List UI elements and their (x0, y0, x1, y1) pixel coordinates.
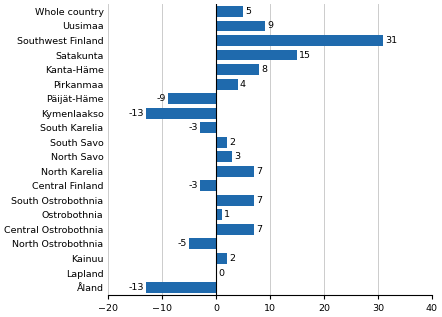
Text: 7: 7 (256, 167, 262, 176)
Text: -3: -3 (188, 181, 198, 190)
Bar (216, 49, 297, 61)
Bar (216, 64, 259, 75)
Text: 2: 2 (229, 254, 235, 263)
Bar (168, 93, 216, 104)
Bar (216, 195, 254, 206)
Text: 2: 2 (229, 138, 235, 147)
Bar (146, 108, 216, 119)
Bar (200, 122, 216, 133)
Text: -5: -5 (178, 239, 187, 249)
Bar (216, 79, 238, 89)
Bar (189, 238, 216, 249)
Bar (216, 224, 254, 235)
Text: 15: 15 (299, 50, 311, 60)
Bar (146, 282, 216, 293)
Bar (216, 137, 227, 148)
Bar (216, 151, 232, 162)
Text: 1: 1 (224, 210, 230, 219)
Text: -13: -13 (129, 283, 144, 292)
Text: 0: 0 (218, 268, 225, 277)
Text: 8: 8 (262, 65, 267, 74)
Text: 7: 7 (256, 196, 262, 205)
Text: 9: 9 (267, 22, 273, 30)
Text: -9: -9 (156, 94, 166, 103)
Text: 31: 31 (385, 36, 398, 45)
Bar (216, 166, 254, 177)
Bar (216, 35, 383, 46)
Text: 5: 5 (245, 7, 251, 16)
Bar (216, 253, 227, 264)
Bar (216, 6, 243, 17)
Text: 4: 4 (240, 80, 246, 88)
Text: -3: -3 (188, 123, 198, 132)
Bar (200, 180, 216, 191)
Text: 7: 7 (256, 225, 262, 234)
Text: -13: -13 (129, 109, 144, 118)
Bar (216, 21, 265, 31)
Text: 3: 3 (235, 152, 240, 161)
Bar (216, 210, 221, 220)
